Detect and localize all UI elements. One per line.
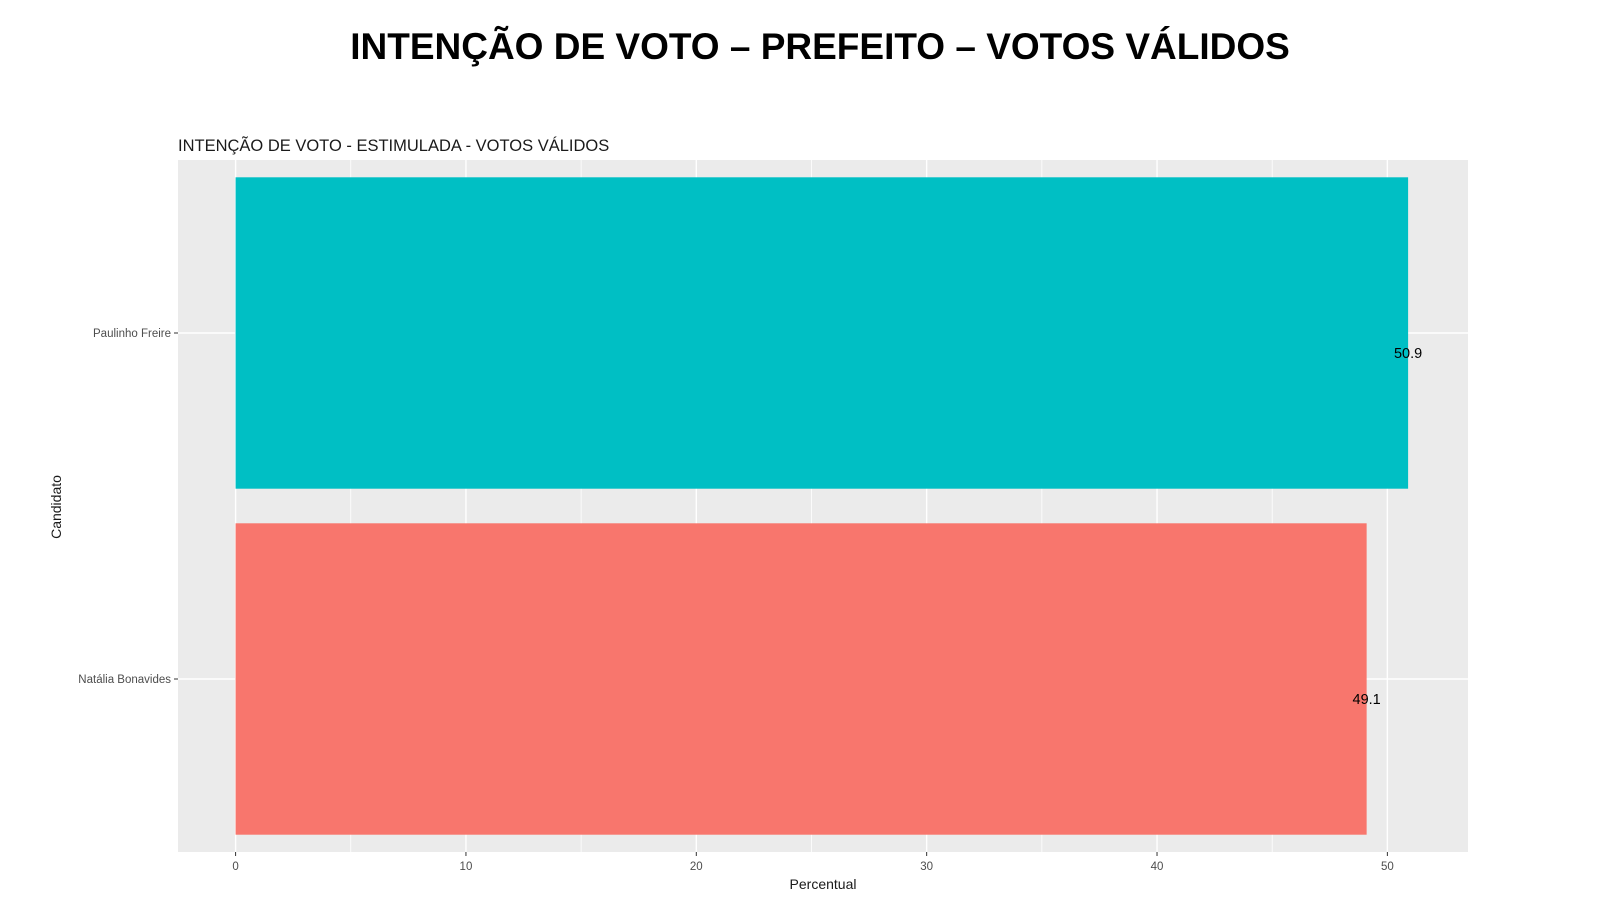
x-tick-label: 0 [232,861,238,873]
x-tick-label: 50 [1381,861,1394,873]
data-labels: 50.9 49.1 [1353,346,1423,708]
bar-value-label: 49.1 [1353,692,1381,708]
x-axis-label: Percentual [790,876,857,892]
bars [235,177,1409,835]
y-axis: Paulinho Freire Natália Bonavides [78,328,178,686]
x-tick-label: 10 [460,861,473,873]
x-tick-label: 20 [690,861,703,873]
y-axis-label: Candidato [48,475,64,539]
page-title: INTENÇÃO DE VOTO – PREFEITO – VOTOS VÁLI… [350,26,1290,67]
y-tick-label: Paulinho Freire [93,328,171,340]
bar-value-label: 50.9 [1394,346,1422,362]
x-tick-label: 40 [1151,861,1164,873]
bar [235,523,1367,835]
y-tick-label: Natália Bonavides [78,674,171,686]
x-axis: 0 10 20 30 40 50 [232,852,1394,873]
bar [235,177,1409,489]
x-tick-label: 30 [920,861,933,873]
chart-title: INTENÇÃO DE VOTO - ESTIMULADA - VOTOS VÁ… [178,135,609,155]
